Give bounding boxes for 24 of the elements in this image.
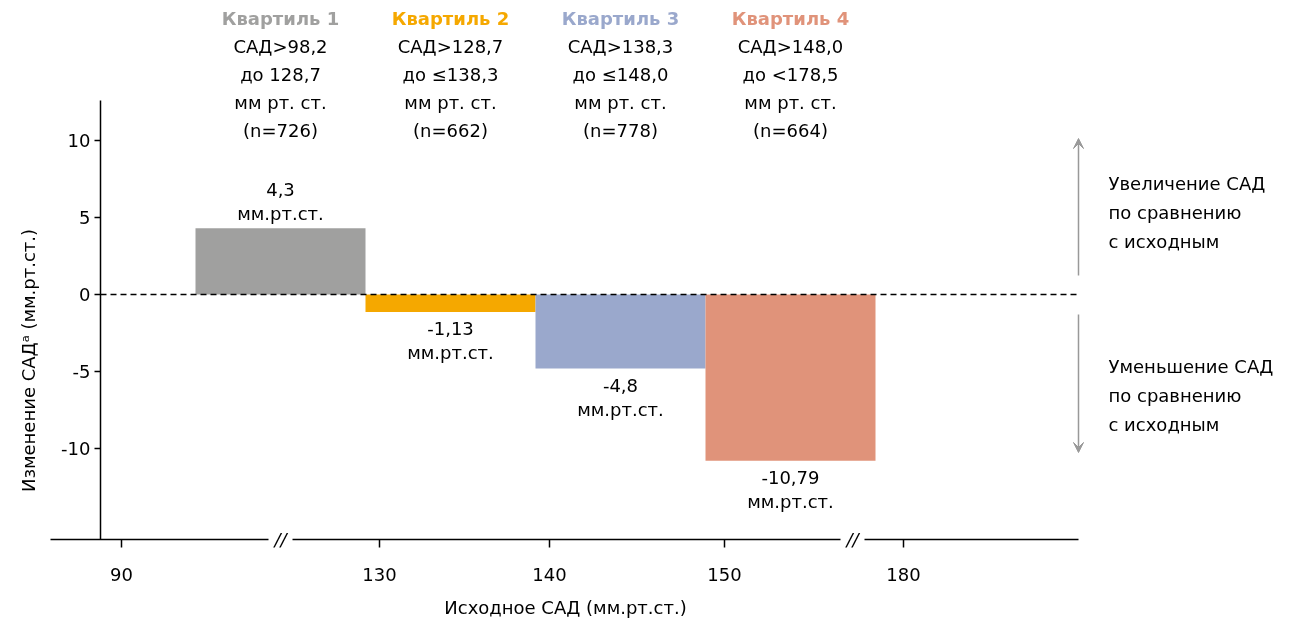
x-tick-label: Квартиль 2 САД>128,7 до ≤138,3 мм рт. ст. (n=662) (391, 8, 510, 141)
text: // (844, 529, 861, 550)
y-tick-label: 5 (79, 207, 91, 229)
text: 140 (532, 564, 567, 585)
data-label: -4,8 мм.рт.ст. (577, 374, 664, 420)
text: Уменьшение САД по сравнению с исходным (1108, 355, 1274, 436)
y-axis-title: Изменение САДᵃ (мм.рт.ст.) (18, 228, 39, 493)
x-tick-label: Квартиль 3 САД>138,3 до ≤148,0 мм рт. ст. (n=778) (561, 8, 680, 141)
data-label: 4,3 мм.рт.ст. (237, 179, 324, 225)
y-tick-label: -5 (72, 361, 91, 383)
x-tick-label: Квартиль 1 САД>98,2 до 128,7 мм рт. ст. (n=726) (221, 8, 340, 141)
text: // (272, 529, 289, 550)
x-tick-label: Квартиль 4 САД>148,0 до <178,5 мм рт. ст. (n=664) (731, 8, 850, 141)
y-tick-label: 10 (67, 130, 91, 152)
text: 90 (110, 564, 133, 585)
text: 150 (707, 564, 742, 585)
text: Увеличение САД по сравнению с исходным (1108, 172, 1266, 253)
data-label: -1,13 мм.рт.ст. (407, 317, 494, 364)
text: 130 (362, 564, 397, 585)
x-axis-title: Исходное САД (мм.рт.ст.) (444, 597, 687, 618)
text: 180 (886, 564, 921, 585)
data-label: -10,79 мм.рт.ст. (747, 466, 834, 512)
y-tick-label: -10 (61, 438, 91, 460)
y-tick-label: 0 (79, 284, 91, 306)
